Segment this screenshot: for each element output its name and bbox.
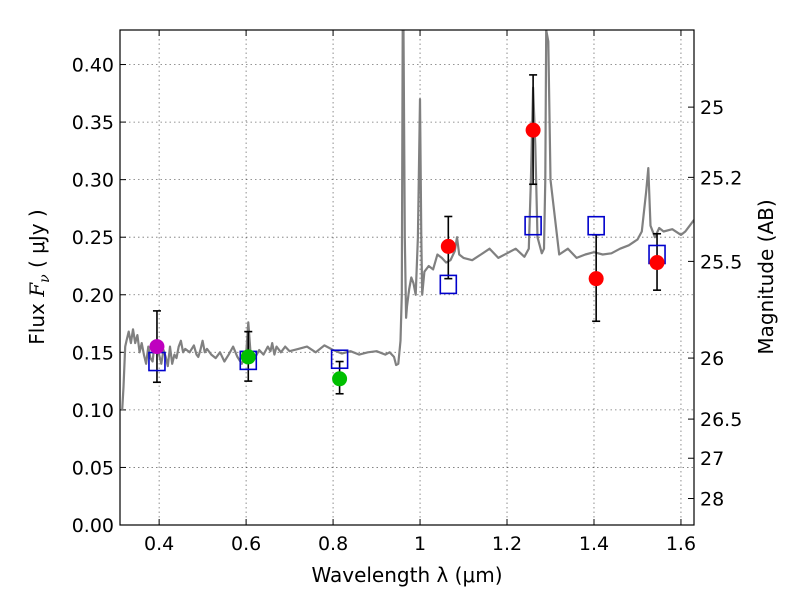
x-tick-label: 0.8 <box>318 533 348 555</box>
observed-photometry-point <box>240 349 256 365</box>
y-tick-label: 0.25 <box>72 227 114 249</box>
y-tick-label: 0.10 <box>72 400 114 422</box>
x-tick-label: 0.4 <box>144 533 174 555</box>
x-tick-label: 1.4 <box>579 533 609 555</box>
observed-photometry-point <box>525 122 541 138</box>
model-photometry-square <box>587 215 605 236</box>
observed-photometry-point <box>332 371 348 387</box>
y-tick-label: 0.35 <box>72 112 114 134</box>
y-axis-title-symbol: F <box>25 282 49 298</box>
y2-axis-title: Magnitude (AB) <box>754 199 778 354</box>
y-tick-label: 0.00 <box>72 515 114 537</box>
x-tick-label: 1.6 <box>666 533 696 555</box>
y2-tick-label: 25.5 <box>700 251 742 273</box>
observed-photometry-point <box>649 255 665 271</box>
y2-tick-label: 28 <box>700 489 724 511</box>
axis-ticks: 0.4 0.6 0.8 1 1.2 1.4 1.6 0.00 0.05 0.10 0.15 0.20 0… <box>72 30 742 555</box>
model-photometry-square <box>439 274 458 295</box>
y-tick-label: 0.30 <box>72 170 114 192</box>
y2-tick-label: 26.5 <box>700 409 742 431</box>
y-tick-label: 0.20 <box>72 285 114 307</box>
y2-tick-label: 25.2 <box>700 167 742 189</box>
y2-tick-label: 26 <box>700 348 724 370</box>
y-axis-title: Flux Fν ( μJy ) <box>25 209 53 344</box>
plot-frame <box>119 29 695 526</box>
y-axis-title-subscript: ν <box>37 274 53 283</box>
markers <box>148 74 666 395</box>
model-photometry-square <box>524 215 542 236</box>
model-spectrum-line <box>121 30 694 410</box>
observed-photometry-point <box>440 238 456 254</box>
y-tick-label: 0.15 <box>72 342 114 364</box>
y2-tick-label: 25 <box>700 97 724 119</box>
observed-photometry-point <box>149 339 165 355</box>
y-tick-label: 0.40 <box>72 55 114 77</box>
observed-photometry-point <box>588 271 604 287</box>
y-axis-title-text: Flux <box>25 297 49 345</box>
y2-tick-label: 27 <box>700 448 724 470</box>
y-tick-label: 0.05 <box>72 457 114 479</box>
y-axis-title-unit: ( μJy ) <box>25 209 49 274</box>
x-tick-label: 1 <box>414 533 426 555</box>
x-axis-title: Wavelength λ (μm) <box>311 563 502 587</box>
x-tick-label: 1.2 <box>492 533 522 555</box>
model-photometry-square <box>330 349 349 370</box>
x-tick-label: 0.6 <box>231 533 261 555</box>
plot-area <box>121 30 694 410</box>
